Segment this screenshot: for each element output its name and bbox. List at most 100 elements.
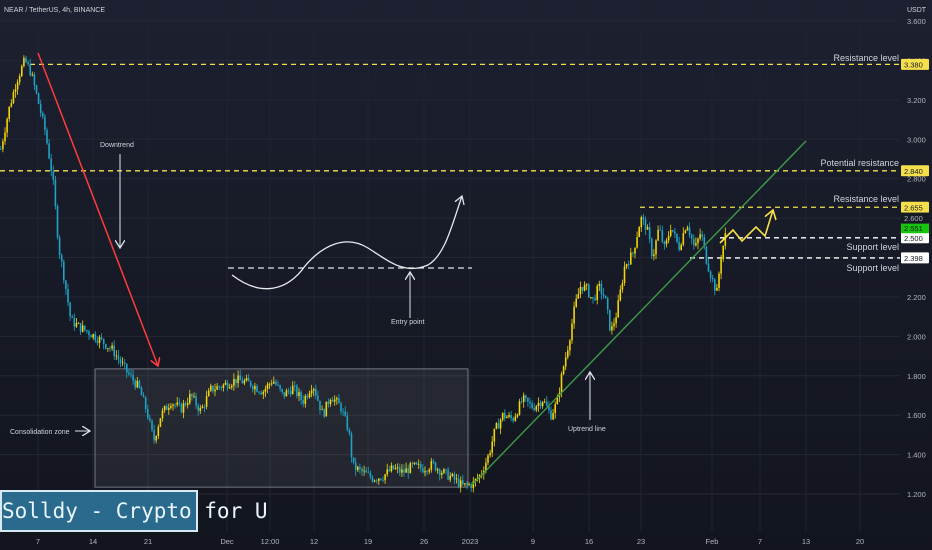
candle-body (174, 404, 176, 406)
candle-body (184, 403, 187, 405)
candle-body (138, 380, 141, 388)
candle-body (711, 277, 714, 280)
time-tick-label: 13 (802, 537, 810, 546)
candle-body (344, 411, 346, 416)
candle-body (92, 334, 94, 338)
candle-body (634, 247, 636, 254)
candle-body (504, 412, 506, 419)
candle-body (682, 233, 685, 245)
candle-body (690, 234, 693, 239)
candle-body (415, 462, 418, 465)
candle-body (546, 401, 548, 406)
candle-body (611, 326, 613, 331)
candle-body (413, 462, 416, 464)
level-label-support-2: Support level (846, 263, 899, 273)
candle-body (205, 396, 208, 407)
level-price-tag-bg (901, 232, 929, 244)
candle-body (426, 471, 428, 472)
price-tick-label: 1.600 (907, 411, 926, 420)
candle-body (619, 289, 622, 301)
candle-body (659, 229, 661, 231)
candle-body (126, 363, 128, 373)
candle-body (90, 335, 92, 338)
candle-body (417, 464, 420, 466)
candle-body (266, 384, 269, 389)
candle-body (386, 469, 388, 475)
candle-body (23, 57, 25, 67)
candle-body (472, 481, 475, 489)
candle-body (275, 381, 277, 385)
candle-body (678, 241, 680, 250)
candle-body (216, 386, 218, 390)
grid (0, 20, 900, 495)
candle-body (252, 386, 254, 390)
candle-body (562, 366, 565, 374)
candle-body (579, 286, 582, 295)
candle-body (94, 334, 97, 341)
candle-body (560, 373, 563, 393)
candle-body (705, 246, 708, 264)
time-tick-label: 23 (637, 537, 645, 546)
candle-body (392, 465, 395, 469)
candle-body (107, 348, 109, 349)
candle-body (676, 233, 678, 242)
candle-body (552, 413, 554, 420)
candle-body (672, 229, 674, 232)
candle-body (29, 64, 31, 76)
candle-body (79, 323, 82, 332)
price-tick-label: 1.200 (907, 490, 926, 499)
candle-body (308, 393, 311, 398)
candle-body (359, 466, 361, 469)
candle-body (640, 217, 643, 228)
candle-body (375, 480, 378, 482)
current-price-tag-bg (901, 222, 929, 234)
candle-body (657, 229, 659, 241)
candle-body (203, 406, 206, 408)
candle-body (420, 464, 422, 469)
candle-body (600, 283, 603, 294)
candle-body (520, 401, 523, 403)
candle-body (319, 400, 321, 410)
candle-body (554, 404, 556, 414)
time-axis[interactable]: 7 14 21 Dec 12:00 12 19 26 2023 9 16 23 Feb 7 13 20 (36, 537, 864, 546)
price-tick-label: 1.400 (907, 451, 926, 460)
candle-body (432, 461, 435, 463)
candle-body (588, 284, 590, 298)
candle-body (403, 469, 405, 473)
candle-body (67, 288, 69, 303)
candle-body (531, 403, 533, 409)
candle-body (8, 106, 10, 119)
candle-body (707, 263, 710, 272)
candle-body (136, 380, 139, 388)
candle-body (722, 245, 724, 260)
candle-body (35, 85, 38, 94)
candle-body (65, 280, 67, 289)
current-price-tag: 2.551 (904, 224, 923, 233)
candle-body (401, 469, 403, 473)
candle-body (296, 385, 298, 396)
candle-body (535, 406, 538, 411)
candle-body (367, 472, 370, 474)
candle-body (346, 415, 349, 430)
candle-body (695, 243, 697, 246)
candle-body (249, 381, 252, 387)
candle-body (548, 405, 550, 411)
candle-body (499, 419, 502, 429)
candle-body (247, 378, 250, 382)
candle-body (300, 392, 302, 400)
candle-body (63, 261, 65, 281)
candle-body (340, 403, 342, 412)
candle-body (52, 171, 55, 180)
candle-body (289, 391, 292, 395)
candle-body (527, 397, 529, 402)
candle-body (390, 465, 393, 472)
candle-body (310, 390, 313, 394)
candle-body (235, 378, 237, 384)
candle-body (207, 390, 210, 397)
candle-body (449, 475, 451, 480)
candle-body (98, 337, 101, 343)
candle-body (111, 345, 113, 349)
candle-body (161, 410, 164, 419)
candle-body (77, 323, 80, 324)
candle-body (69, 302, 71, 317)
